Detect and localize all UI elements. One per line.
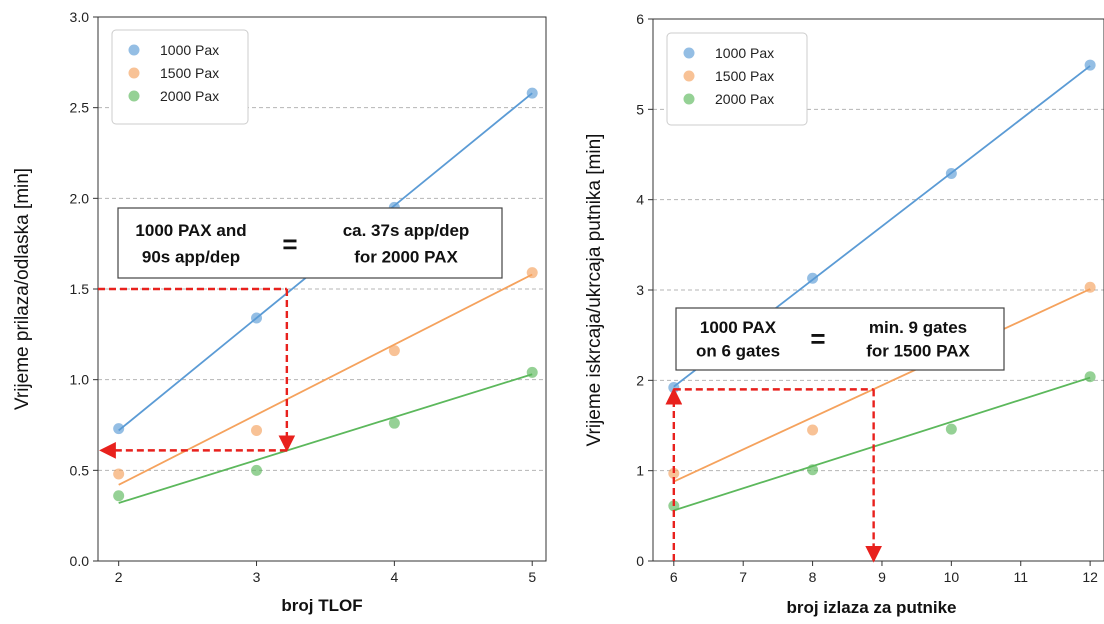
legend-frame [666,32,808,126]
legend-frame [111,29,249,125]
legend-label: 1000 Pax [160,42,219,58]
y-tick-label: 0.5 [70,462,90,478]
y-tick-label: 1.0 [70,372,90,388]
data-point [1084,281,1096,293]
data-point [945,423,957,435]
annotation-right-line-1: min. 9 gates [869,318,967,337]
x-tick-label: 12 [1082,569,1098,585]
data-point [945,167,957,179]
y-tick-label: 1 [636,463,644,479]
x-ticks: 2 3 4 5 [115,561,536,585]
x-axis-label: broj izlaza za putnike [786,598,956,617]
legend: 1000 Pax 1500 Pax 2000 Pax [111,29,249,125]
data-point [388,345,400,357]
data-point [388,417,400,429]
legend-label: 1500 Pax [160,65,219,81]
x-tick-label: 7 [739,569,747,585]
legend-marker [128,67,140,79]
y-tick-label: 0 [636,553,644,569]
annotation-frame [675,307,1005,371]
annotation-equals: = [810,324,825,354]
legend-marker [128,90,140,102]
annotation-right-line-2: for 2000 PAX [354,248,458,267]
x-tick-label: 8 [809,569,817,585]
y-axis-label: Vrijeme prilaza/odlaska [min] [12,168,33,410]
annotation-equals: = [282,229,297,259]
data-point [1084,59,1096,71]
data-point [113,490,125,502]
x-tick-label: 4 [390,569,398,585]
data-point [807,464,819,476]
y-ticks: 0.0 0.5 1.0 1.5 2.0 2.5 3.0 [70,9,98,569]
y-tick-label: 3 [636,282,644,298]
data-point [113,468,125,480]
annotation-left-line-1: 1000 PAX [700,318,777,337]
y-tick-label: 0.0 [70,553,90,569]
legend-label: 2000 Pax [715,91,774,107]
gridlines [653,108,1104,472]
y-tick-label: 2 [636,372,644,388]
x-tick-label: 2 [115,569,123,585]
data-point [251,464,263,476]
annotation-box: 1000 PAX on 6 gates = min. 9 gates for 1… [675,307,1005,371]
legend: 1000 Pax 1500 Pax 2000 Pax [666,32,808,126]
data-point [807,272,819,284]
chart-tlof: 0.0 0.5 1.0 1.5 2.0 2.5 3.0 2 3 4 5 1000 Pax 1500 … [12,9,547,615]
data-point [526,366,538,378]
fit-lines [118,92,533,504]
data-point [526,267,538,279]
y-tick-label: 1.5 [70,281,90,297]
x-ticks: 6 7 8 9 10 11 12 [670,561,1098,585]
x-axis-label: broj TLOF [281,596,362,615]
y-tick-label: 5 [636,101,644,117]
y-tick-label: 3.0 [70,9,90,25]
red-arrows [665,387,883,563]
x-tick-label: 5 [528,569,536,585]
fit-line [673,376,1091,512]
annotation-frame [117,207,503,279]
annotation-left-line-2: on 6 gates [696,341,780,360]
legend-label: 2000 Pax [160,88,219,104]
x-tick-label: 6 [670,569,678,585]
data-point [807,424,819,436]
y-ticks: 0 1 2 3 4 5 6 [636,11,653,569]
legend-marker [683,70,695,82]
fit-line [118,373,533,504]
legend-marker [128,44,140,56]
legend-marker [683,47,695,59]
annotation-right-line-2: for 1500 PAX [866,341,970,360]
x-tick-label: 11 [1013,569,1028,585]
legend-marker [683,93,695,105]
annotation-left-line-1: 1000 PAX and [135,221,246,240]
y-tick-label: 2.0 [70,190,90,206]
x-tick-label: 10 [944,569,960,585]
data-point [1084,371,1096,383]
x-tick-label: 3 [253,569,261,585]
annotation-box: 1000 PAX and 90s app/dep = ca. 37s app/d… [117,207,503,279]
gridlines [98,107,546,471]
y-tick-label: 2.5 [70,100,90,116]
y-tick-label: 6 [636,11,644,27]
data-point [251,312,263,324]
red-arrows [98,287,296,459]
data-point [251,424,263,436]
data-point [113,423,125,435]
legend-label: 1000 Pax [715,45,774,61]
fit-lines [673,65,1091,512]
legend-label: 1500 Pax [715,68,774,84]
y-tick-label: 4 [636,192,644,208]
y-axis-label: Vrijeme iskrcaja/ukrcaja putnika [min] [584,134,605,447]
x-tick-label: 9 [878,569,886,585]
annotation-left-line-2: 90s app/dep [142,248,240,267]
fit-line [673,288,1091,483]
annotation-right-line-1: ca. 37s app/dep [343,221,470,240]
data-point [526,87,538,99]
data-point [668,467,680,479]
